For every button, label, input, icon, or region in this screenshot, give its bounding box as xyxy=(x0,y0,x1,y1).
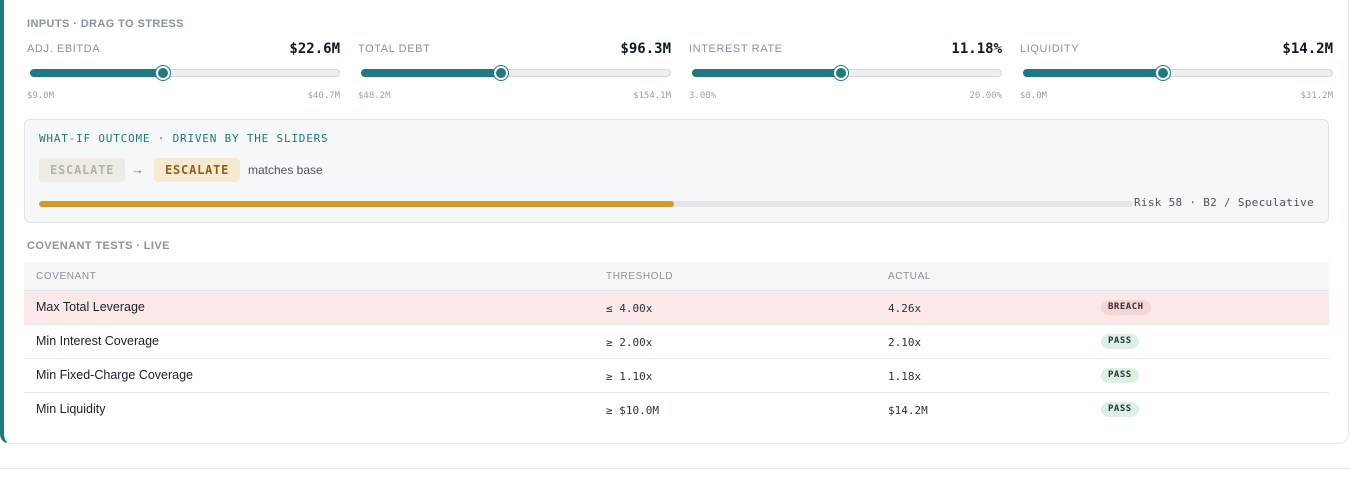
slider-thumb[interactable] xyxy=(493,66,508,80)
slider-max: $31.2M xyxy=(1300,91,1333,101)
slider-thumb[interactable] xyxy=(156,66,171,80)
covenant-table: COVENANT THRESHOLD ACTUAL Max Total Leve… xyxy=(24,262,1329,427)
slider-track[interactable] xyxy=(30,66,340,80)
covenant-actual: 2.10x xyxy=(888,336,922,349)
slider-track[interactable] xyxy=(361,66,671,80)
status-badge: PASS xyxy=(1101,368,1139,383)
slider-value: $14.2M xyxy=(1282,41,1333,57)
slider-fill xyxy=(692,69,840,77)
base-outcome-badge: ESCALATE xyxy=(39,158,126,182)
table-header: COVENANT THRESHOLD ACTUAL xyxy=(24,262,1329,291)
whatif-outcome-panel: WHAT-IF OUTCOME · DRIVEN BY THE SLIDERS … xyxy=(24,119,1329,223)
slider-track[interactable] xyxy=(692,66,1002,80)
slider-value: 11.18% xyxy=(951,41,1002,57)
covenant-name: Max Total Leverage xyxy=(36,300,145,314)
covenant-name: Min Fixed-Charge Coverage xyxy=(36,368,194,382)
covenant-threshold: ≥ 1.10x xyxy=(606,370,653,383)
slider-label: ADJ. EBITDA xyxy=(27,43,101,55)
slider-fill xyxy=(361,69,500,77)
slider-track[interactable] xyxy=(1023,66,1333,80)
covenant-name: Min Liquidity xyxy=(36,402,106,416)
slider-thumb[interactable] xyxy=(833,66,848,80)
risk-progress-fill xyxy=(39,201,674,207)
slider-value: $96.3M xyxy=(620,41,671,57)
header-actual: ACTUAL xyxy=(888,271,932,282)
table-row: Min Liquidity ≥ $10.0M $14.2M PASS xyxy=(24,393,1329,427)
new-outcome-badge: ESCALATE xyxy=(154,158,241,182)
arrow-right-icon: → xyxy=(131,162,144,177)
slider-adj-ebitda: ADJ. EBITDA $22.6M $9.0M $40.7M xyxy=(27,41,340,105)
covenant-threshold: ≤ 4.00x xyxy=(606,302,653,315)
risk-score-text: Risk 58 · B2 / Speculative xyxy=(1134,196,1314,209)
slider-liquidity: LIQUIDITY $14.2M $0.0M $31.2M xyxy=(1020,41,1333,105)
slider-thumb[interactable] xyxy=(1155,66,1170,80)
slider-min: $0.0M xyxy=(1020,91,1048,101)
slider-fill xyxy=(30,69,163,77)
slider-min: $48.2M xyxy=(358,91,391,101)
table-row: Min Fixed-Charge Coverage ≥ 1.10x 1.18x … xyxy=(24,359,1329,393)
inputs-section-title: INPUTS · DRAG TO STRESS xyxy=(27,18,184,30)
slider-min: $9.0M xyxy=(27,91,55,101)
covenant-name: Min Interest Coverage xyxy=(36,334,159,348)
status-badge: BREACH xyxy=(1101,300,1151,315)
table-row: Max Total Leverage ≤ 4.00x 4.26x BREACH xyxy=(24,291,1329,325)
slider-label: INTEREST RATE xyxy=(689,43,783,55)
table-row: Min Interest Coverage ≥ 2.00x 2.10x PASS xyxy=(24,325,1329,359)
covenant-actual: 4.26x xyxy=(888,302,922,315)
slider-label: TOTAL DEBT xyxy=(358,43,431,55)
covenant-threshold: ≥ $10.0M xyxy=(606,404,659,417)
risk-progress-bar xyxy=(39,201,1133,207)
comparison-text: matches base xyxy=(248,163,323,177)
slider-min: 3.00% xyxy=(689,91,717,101)
divider xyxy=(0,468,1350,469)
slider-value: $22.6M xyxy=(289,41,340,57)
slider-label: LIQUIDITY xyxy=(1020,43,1080,55)
slider-total-debt: TOTAL DEBT $96.3M $48.2M $154.1M xyxy=(358,41,671,105)
header-threshold: THRESHOLD xyxy=(606,271,674,282)
slider-fill xyxy=(1023,69,1162,77)
stress-test-card: INPUTS · DRAG TO STRESS ADJ. EBITDA $22.… xyxy=(0,0,1349,444)
header-covenant: COVENANT xyxy=(36,271,97,282)
slider-max: $154.1M xyxy=(633,91,671,101)
status-badge: PASS xyxy=(1101,402,1139,417)
covenants-section-title: COVENANT TESTS · LIVE xyxy=(27,240,170,252)
slider-max: 20.00% xyxy=(969,91,1002,101)
whatif-title: WHAT-IF OUTCOME · DRIVEN BY THE SLIDERS xyxy=(39,132,329,145)
slider-max: $40.7M xyxy=(307,91,340,101)
slider-interest-rate: INTEREST RATE 11.18% 3.00% 20.00% xyxy=(689,41,1002,105)
status-badge: PASS xyxy=(1101,334,1139,349)
covenant-actual: 1.18x xyxy=(888,370,922,383)
covenant-actual: $14.2M xyxy=(888,404,928,417)
covenant-threshold: ≥ 2.00x xyxy=(606,336,653,349)
